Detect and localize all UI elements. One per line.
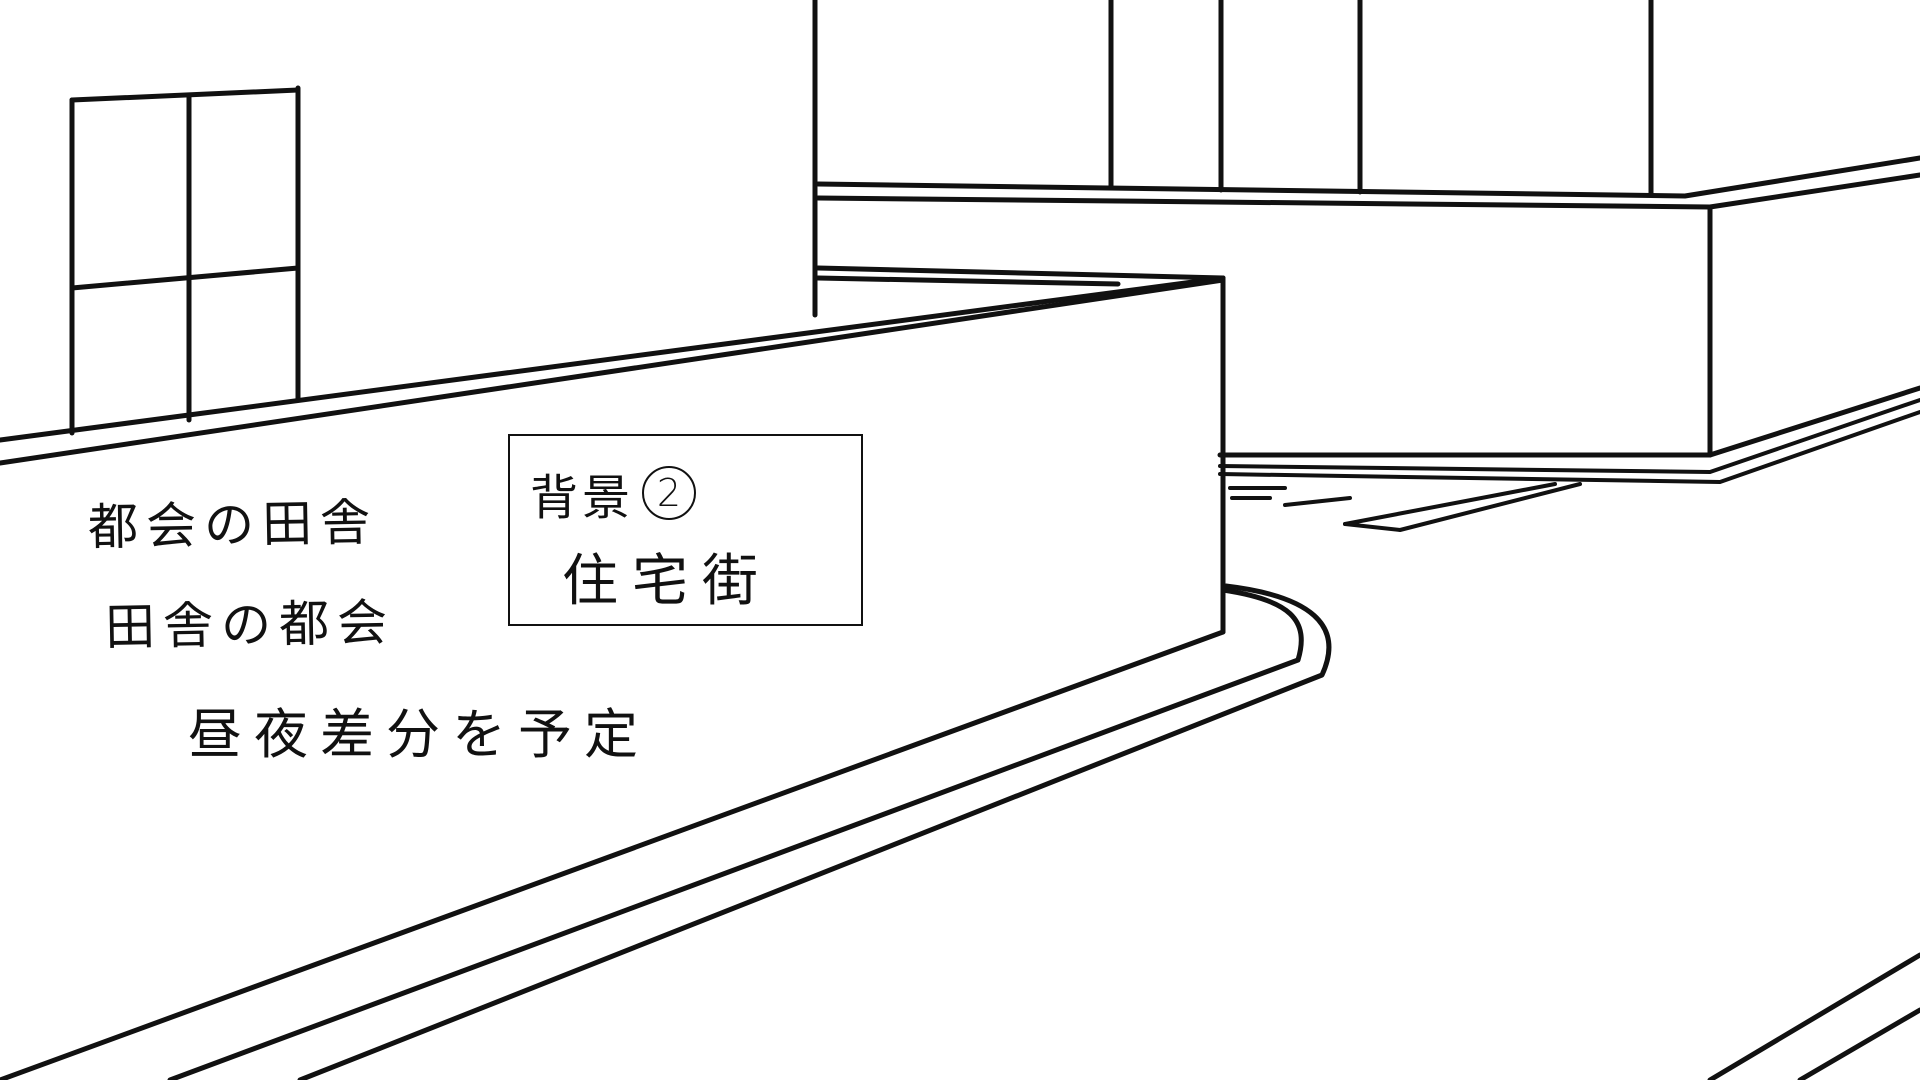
note-day-night-variant: 昼夜差分を予定	[188, 703, 650, 766]
road-edge	[1218, 398, 1920, 532]
background-number-circle: 2	[642, 466, 697, 520]
note-rural-city: 田舎の都会	[104, 593, 396, 657]
background-label-box: 背景 2 住宅街	[508, 434, 863, 626]
right-building-ledge	[815, 155, 1920, 458]
note-urban-countryside: 都会の田舎	[87, 493, 379, 557]
background-label-title: 背景 2	[530, 458, 697, 528]
lower-road-lines	[1707, 952, 1920, 1080]
right-building-facade	[1108, 0, 1654, 198]
background-label-subtitle: 住宅街	[562, 549, 772, 614]
curb	[0, 583, 1332, 1080]
background-label-text: 背景	[530, 470, 635, 526]
window-frame	[69, 85, 301, 436]
front-wall-top	[0, 265, 1226, 635]
